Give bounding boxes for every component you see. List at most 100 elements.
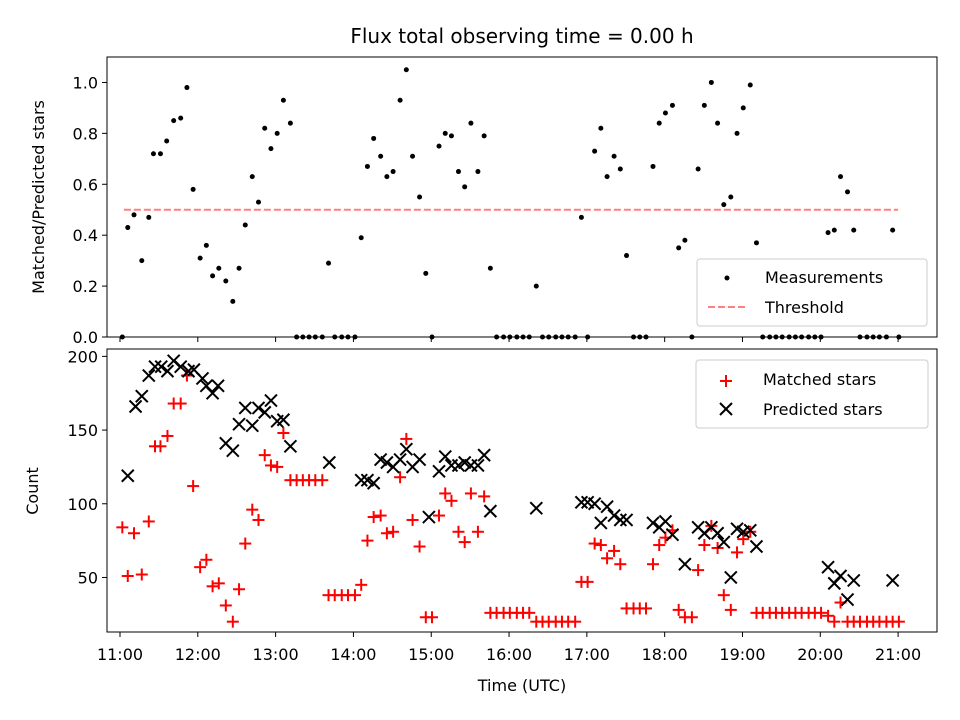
matched-star-point <box>731 546 744 559</box>
matched-star-point <box>646 558 659 571</box>
measurement-point <box>378 153 384 159</box>
matched-star-point <box>174 397 187 410</box>
measurement-point <box>131 212 137 218</box>
predicted-star-point <box>251 401 266 415</box>
legend-threshold-label: Threshold <box>764 298 844 317</box>
bottom-x-axis-label: Time (UTC) <box>477 676 566 695</box>
measurement-point <box>598 125 604 131</box>
predicted-star-point <box>422 510 436 524</box>
predicted-star-point <box>665 528 680 542</box>
predicted-star-point <box>743 523 757 538</box>
predicted-star-point <box>135 389 149 403</box>
predicted-star-point <box>232 417 246 431</box>
matched-star-point <box>639 602 652 615</box>
measurement-point <box>146 214 152 220</box>
matched-star-point <box>608 544 621 557</box>
matched-star-point <box>355 578 368 591</box>
matched-star-point <box>413 540 426 553</box>
matched-star-point <box>258 449 271 462</box>
measurement-point <box>487 265 493 271</box>
measurement-point <box>715 120 721 126</box>
bottom-x-tick-label: 20:00 <box>797 645 843 664</box>
predicted-star-point <box>658 514 673 529</box>
matched-star-point <box>828 615 841 628</box>
measurement-point <box>210 273 216 279</box>
predicted-star-point <box>529 501 543 515</box>
top-legend-box <box>696 258 928 327</box>
matched-star-point <box>523 606 536 619</box>
matched-star-point <box>724 603 737 616</box>
measurement-point <box>455 169 461 175</box>
predicted-star-point <box>471 458 485 473</box>
measurement-point <box>448 133 454 139</box>
matched-star-point <box>206 580 219 593</box>
measurement-point <box>190 186 196 192</box>
measurement-point <box>747 82 753 88</box>
matched-star-point <box>271 460 284 473</box>
predicted-star-point <box>195 371 210 386</box>
predicted-star-point <box>245 418 259 433</box>
bottom-x-tick-label: 15:00 <box>408 645 454 664</box>
matched-star-point <box>121 569 134 582</box>
measurement-point <box>287 120 293 126</box>
matched-star-point <box>212 577 225 590</box>
measurement-point <box>682 237 688 243</box>
matched-star-point <box>233 583 246 596</box>
measurement-point <box>197 255 203 261</box>
measurement-point <box>669 102 675 108</box>
matched-star-point <box>653 539 666 552</box>
measurement-point <box>753 240 759 246</box>
matched-star-point <box>445 494 458 507</box>
measurement-point <box>708 79 714 85</box>
bottom-y-tick-label: 50 <box>78 568 98 587</box>
measurement-point <box>578 214 584 220</box>
bottom-y-tick-label: 100 <box>67 495 98 514</box>
predicted-star-point <box>678 557 692 571</box>
measurement-point <box>475 169 481 175</box>
matched-star-point <box>239 537 252 550</box>
top-y-tick-label: 1.0 <box>73 73 98 92</box>
bottom-y-axis-label: Count <box>23 467 42 515</box>
matched-star-point <box>128 527 141 540</box>
measurement-point <box>164 138 170 144</box>
bottom-x-tick-label: 18:00 <box>642 645 688 664</box>
predicted-star-point <box>587 497 602 511</box>
measurement-point <box>611 153 617 159</box>
measurement-point <box>230 298 236 304</box>
bottom-x-axis: 11:00 12:00 13:00 14:00 15:00 16:00 17:00 18:00… <box>97 632 921 664</box>
matched-star-point <box>588 537 601 550</box>
matched-star-point <box>433 509 446 522</box>
measurement-point <box>249 174 255 180</box>
measurement-point <box>223 278 229 284</box>
predicted-star-point <box>717 535 731 549</box>
bottom-plot-frame <box>106 348 938 633</box>
matched-star-point <box>367 511 380 524</box>
matched-star-point <box>400 432 413 445</box>
measurement-point <box>216 265 222 271</box>
chart-title: Flux total observing time = 0.00 h <box>350 24 693 48</box>
top-marks <box>119 67 902 340</box>
measurement-point <box>178 115 184 121</box>
measurement-point <box>203 242 209 248</box>
measurement-point <box>825 230 831 236</box>
matched-star-point <box>161 429 174 442</box>
measurement-point <box>617 166 623 172</box>
measurement-point <box>274 130 280 136</box>
measurement-point <box>403 67 409 73</box>
predicted-star-point <box>749 539 764 554</box>
predicted-star-point <box>148 359 162 374</box>
predicted-star-point <box>399 442 414 456</box>
measurement-point <box>157 151 163 157</box>
measurement-point <box>255 199 261 205</box>
legend-matched-label: Matched stars <box>763 370 876 389</box>
predicted-star-point <box>483 504 498 518</box>
predicted-star-point <box>380 455 394 470</box>
matched-star-point <box>187 480 200 493</box>
predicted-star-point <box>646 516 660 530</box>
measurement-point <box>656 120 662 126</box>
measurement-point <box>384 174 390 180</box>
predicted-star-point <box>173 359 188 374</box>
measurement-point <box>728 194 734 200</box>
predicted-star-point <box>438 449 452 464</box>
